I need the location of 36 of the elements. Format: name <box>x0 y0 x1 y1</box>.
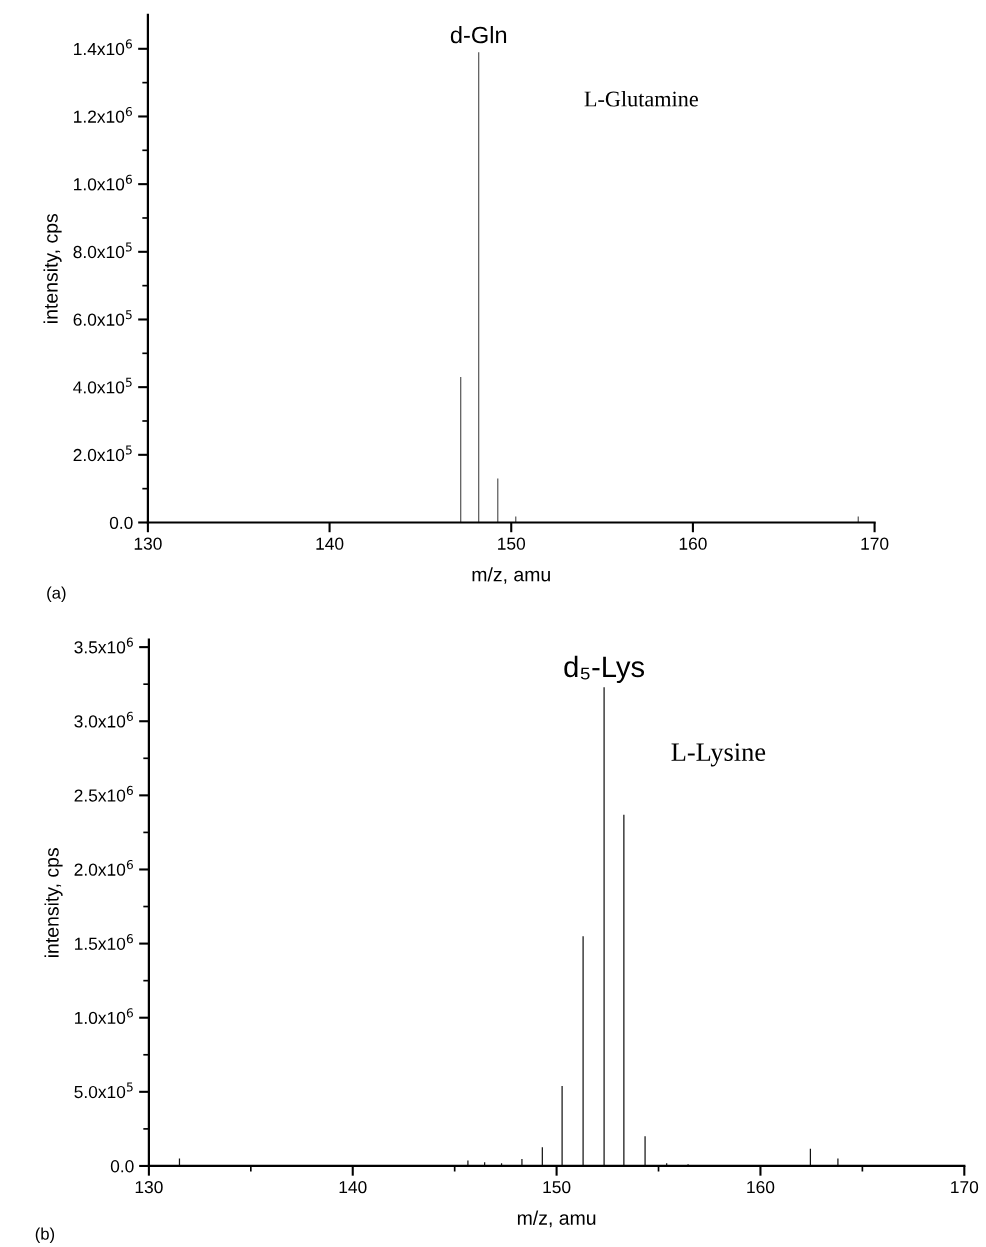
x-tick-label: 150 <box>543 1180 571 1194</box>
y-tick-label: 1.4x10$^{6}$ <box>74 39 132 56</box>
y-tick-label: 0.0 <box>110 1160 134 1173</box>
y-tick-label: 3.5x10$^{6}$ <box>74 637 133 654</box>
y-tick-label: 5.0x10$^{5}$ <box>74 1082 133 1099</box>
x-tick-label: 170 <box>951 1180 979 1194</box>
x-tick-label: 150 <box>498 537 526 550</box>
y-tick-label: 2.5x10$^{6}$ <box>74 785 133 802</box>
y-tick-label: 8.0x10$^{5}$ <box>73 242 132 259</box>
annotation: L-Glutamine <box>584 90 698 107</box>
x-tick-label: 140 <box>316 537 344 550</box>
x-axis-title: m/z, amu <box>472 567 550 584</box>
y-tick-label: 2.0x10$^{6}$ <box>74 859 133 876</box>
annotation: L-Lysine <box>671 743 766 767</box>
x-axis-title: m/z, amu <box>517 1210 596 1228</box>
x-tick-label: 170 <box>861 537 889 550</box>
y-tick-label: 1.0x10$^{6}$ <box>74 174 132 191</box>
x-tick-label: 160 <box>747 1180 775 1194</box>
y-tick-label: 3.0x10$^{6}$ <box>74 711 133 728</box>
y-tick-label: 6.0x10$^{5}$ <box>73 310 132 326</box>
y-tick-label: 1.0x10$^{6}$ <box>75 1008 133 1025</box>
x-tick-label: 160 <box>679 537 707 550</box>
x-tick-label: 130 <box>134 537 162 550</box>
y-tick-label: 1.5x10$^{6}$ <box>75 934 133 950</box>
annotation: d-Gln <box>450 26 507 44</box>
annotation: d₅-Lys <box>564 655 645 683</box>
y-tick-label: 0.0 <box>109 516 133 529</box>
y-tick-label: 1.2x10$^{6}$ <box>74 106 132 123</box>
y-tick-label: 4.0x10$^{5}$ <box>73 377 132 394</box>
y-tick-label: 2.0x10$^{5}$ <box>73 445 132 462</box>
text: (a) <box>47 586 66 603</box>
x-tick-label: 130 <box>135 1180 163 1194</box>
y-axis-title: intensity, cps <box>44 848 63 958</box>
x-tick-label: 140 <box>339 1180 367 1194</box>
text: (b) <box>35 1227 55 1244</box>
y-axis-title: intensity, cps <box>43 213 62 323</box>
